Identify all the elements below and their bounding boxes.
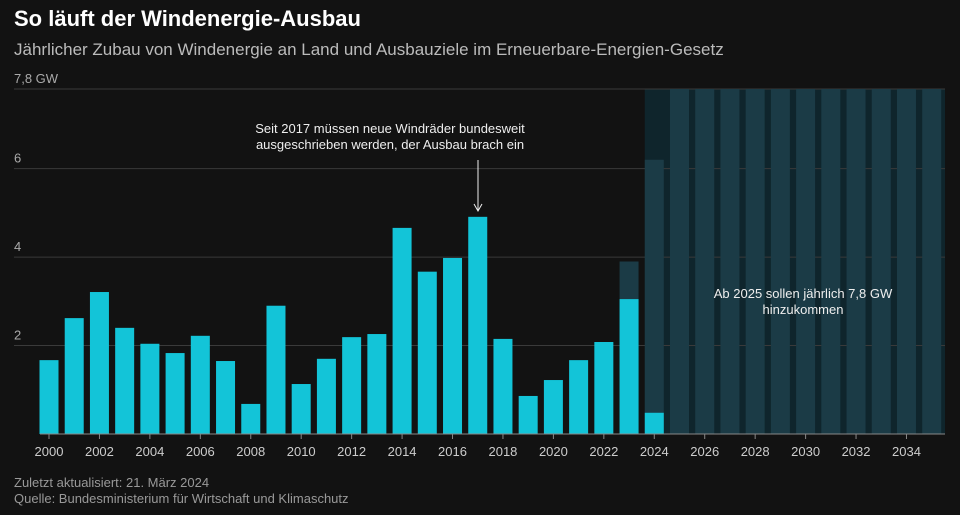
- bar: [594, 342, 614, 434]
- bar: [392, 227, 412, 434]
- bar: [821, 89, 841, 434]
- bar: [796, 89, 816, 434]
- bar: [569, 360, 589, 434]
- x-tick-label: 2024: [640, 444, 669, 459]
- x-tick-label: 2010: [287, 444, 316, 459]
- bar: [39, 360, 59, 434]
- x-tick-label: 2014: [388, 444, 417, 459]
- bar: [241, 403, 261, 434]
- bar: [216, 361, 236, 434]
- bar: [417, 271, 437, 434]
- x-tick-label: 2022: [589, 444, 618, 459]
- bar: [619, 299, 639, 434]
- bar: [468, 216, 488, 434]
- bar: [266, 305, 286, 434]
- bar: [846, 89, 866, 434]
- x-tick-label: 2020: [539, 444, 568, 459]
- x-tick-label: 2012: [337, 444, 366, 459]
- bar: [745, 89, 765, 434]
- chart-title: So läuft der Windenergie-Ausbau: [14, 6, 361, 31]
- x-tick-label: 2032: [842, 444, 871, 459]
- x-tick-label: 2034: [892, 444, 921, 459]
- bar: [770, 89, 790, 434]
- x-tick-label: 2008: [236, 444, 265, 459]
- annotation: ausgeschrieben werden, der Ausbau brach …: [256, 137, 524, 152]
- x-tick-label: 2004: [135, 444, 164, 459]
- bar: [367, 334, 387, 434]
- annotation-arrowhead: [473, 203, 483, 213]
- x-tick-label: 2006: [186, 444, 215, 459]
- annotation: Ab 2025 sollen jährlich 7,8 GW: [714, 286, 893, 301]
- bar: [543, 380, 563, 434]
- chart-subtitle: Jährlicher Zubau von Windenergie an Land…: [14, 40, 724, 59]
- bar: [89, 292, 109, 434]
- x-tick-label: 2000: [35, 444, 64, 459]
- x-tick-label: 2002: [85, 444, 114, 459]
- y-tick-label: 4: [14, 239, 21, 254]
- bar: [896, 89, 916, 434]
- x-tick-label: 2028: [741, 444, 770, 459]
- bar: [670, 89, 689, 434]
- bar: [443, 257, 463, 434]
- bar: [871, 89, 891, 434]
- bar: [922, 89, 942, 434]
- annotation: hinzukommen: [763, 302, 844, 317]
- y-tick-label: 7,8 GW: [14, 71, 59, 86]
- x-tick-label: 2018: [488, 444, 517, 459]
- x-tick-label: 2030: [791, 444, 820, 459]
- x-tick-label: 2016: [438, 444, 467, 459]
- bar: [64, 318, 84, 434]
- footer-source: Quelle: Bundesministerium für Wirtschaft…: [14, 491, 349, 506]
- bar: [644, 412, 664, 434]
- projection-area: [644, 89, 945, 434]
- bar: [165, 353, 185, 434]
- bar: [720, 89, 740, 434]
- bar: [140, 343, 160, 434]
- bar: [644, 159, 664, 434]
- bar: [291, 384, 311, 434]
- bar: [115, 327, 135, 434]
- x-tick-label: 2026: [690, 444, 719, 459]
- bar: [695, 89, 715, 434]
- bar: [316, 358, 336, 434]
- bar: [493, 338, 513, 434]
- y-tick-label: 2: [14, 328, 21, 343]
- footer-note: Zuletzt aktualisiert: 21. März 2024: [14, 475, 209, 490]
- bar: [518, 395, 538, 434]
- annotation: Seit 2017 müssen neue Windräder bundeswe…: [255, 121, 525, 136]
- bar: [190, 335, 210, 434]
- bar: [342, 337, 362, 434]
- y-tick-label: 6: [14, 151, 21, 166]
